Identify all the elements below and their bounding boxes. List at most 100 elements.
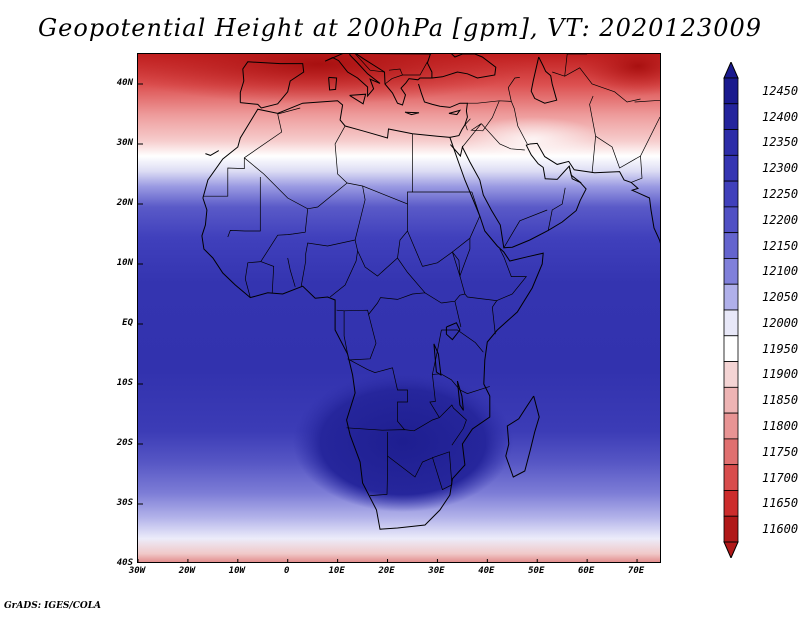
colorbar-level-label: 12200 bbox=[762, 212, 799, 227]
colorbar-swatch bbox=[723, 515, 739, 543]
lon-tick-label: 40E bbox=[478, 566, 495, 576]
lat-tick-label: 10S bbox=[116, 378, 133, 388]
colorbar-swatch bbox=[723, 386, 739, 414]
country-border bbox=[422, 251, 466, 295]
country-border bbox=[397, 257, 426, 294]
lake-victoria-coastline bbox=[445, 322, 461, 341]
country-border bbox=[287, 257, 296, 287]
country-border bbox=[397, 204, 408, 259]
country-border bbox=[481, 123, 525, 151]
country-border bbox=[429, 373, 490, 418]
country-border bbox=[630, 155, 643, 183]
lake-tanganyika-coastline bbox=[433, 343, 442, 377]
colorbar-level-label: 11600 bbox=[762, 522, 799, 537]
iran-coastline bbox=[529, 142, 660, 244]
colorbar: 12450 12400 12350 12300 12250 12200 12150 12100… bbox=[721, 60, 800, 560]
lat-tick-label: 20N bbox=[116, 198, 133, 208]
grads-credit: GrADS: IGES/COLA bbox=[4, 601, 102, 611]
country-border bbox=[260, 261, 275, 294]
country-border bbox=[336, 292, 442, 316]
southern-africa-high bbox=[293, 372, 513, 512]
lon-tick-label: 10W bbox=[228, 566, 245, 576]
colorbar-level-label: 11950 bbox=[762, 341, 799, 356]
colorbar-swatch bbox=[723, 206, 739, 234]
country-border bbox=[387, 451, 453, 485]
colorbar-level-label: 12100 bbox=[762, 264, 799, 279]
caspian-coastline bbox=[530, 56, 558, 104]
lon-tick-label: 70E bbox=[627, 566, 645, 576]
country-border bbox=[202, 157, 245, 197]
colorbar-level-label: 12150 bbox=[762, 238, 799, 253]
lake-malawi-coastline bbox=[456, 380, 464, 411]
lat-tick-label: 40S bbox=[116, 558, 133, 568]
colorbar-swatch bbox=[723, 464, 739, 491]
persian-gulf-coastline bbox=[568, 166, 582, 184]
italy-coastline bbox=[324, 54, 381, 98]
country-border bbox=[441, 293, 498, 335]
country-border bbox=[384, 74, 403, 85]
iberia-coastline bbox=[239, 61, 305, 109]
colorbar-swatch bbox=[723, 361, 739, 388]
lat-tick-label: 30S bbox=[116, 498, 133, 508]
colorbar-level-label: 11650 bbox=[762, 496, 799, 511]
country-border bbox=[347, 133, 413, 205]
country-border bbox=[552, 54, 588, 77]
country-border bbox=[347, 358, 408, 430]
black-sea-coastline bbox=[430, 54, 497, 79]
country-border bbox=[300, 239, 356, 287]
colorbar-level-label: 12400 bbox=[762, 109, 799, 124]
colorbar-level-label: 12300 bbox=[762, 161, 799, 176]
colorbar-level-label: 12350 bbox=[762, 135, 799, 150]
country-border bbox=[348, 314, 377, 361]
colorbar-level-label: 11700 bbox=[762, 470, 799, 485]
northeast-red-core bbox=[578, 54, 660, 96]
country-border bbox=[407, 230, 423, 267]
lon-tick-label: 60E bbox=[578, 566, 595, 576]
lon-tick-label: 20E bbox=[378, 566, 395, 576]
country-border bbox=[469, 191, 481, 239]
colorbar-swatch bbox=[723, 77, 739, 105]
colorbar-swatch bbox=[723, 438, 739, 466]
country-border bbox=[465, 118, 471, 131]
lon-tick-label: 30E bbox=[428, 566, 445, 576]
country-border bbox=[343, 310, 348, 355]
country-border bbox=[503, 209, 548, 248]
country-border bbox=[589, 95, 596, 173]
lon-tick-label: 20W bbox=[178, 566, 196, 576]
colorbar-swatch bbox=[723, 258, 739, 285]
colorbar-level-label: 11850 bbox=[762, 393, 799, 408]
middle-east-white-tongue bbox=[463, 117, 603, 161]
lon-tick-label: 30W bbox=[128, 566, 146, 576]
colorbar-swatches bbox=[723, 60, 739, 560]
country-border bbox=[354, 54, 385, 73]
country-border bbox=[507, 77, 520, 102]
colorbar-swatch bbox=[723, 283, 739, 311]
country-border bbox=[370, 432, 388, 496]
country-border bbox=[496, 248, 528, 301]
africa-coastline bbox=[201, 100, 544, 530]
colorbar-swatch bbox=[723, 154, 739, 182]
country-border bbox=[441, 329, 484, 353]
colorbar-level-label: 12000 bbox=[762, 315, 799, 330]
country-border bbox=[244, 113, 283, 159]
colorbar-swatch bbox=[723, 335, 739, 362]
sardinia-coastline bbox=[328, 76, 338, 91]
cyprus-coastline bbox=[448, 109, 462, 116]
country-border bbox=[634, 99, 660, 103]
country-border bbox=[244, 125, 348, 210]
madagascar-coastline bbox=[505, 395, 540, 478]
country-border bbox=[564, 67, 641, 103]
country-border bbox=[329, 250, 358, 298]
colorbar-swatch bbox=[723, 232, 739, 259]
colorbar-top-arrow bbox=[723, 60, 739, 79]
height-field-map bbox=[138, 54, 660, 562]
northern-red-core bbox=[138, 54, 528, 104]
colorbar-swatch bbox=[723, 180, 739, 208]
colorbar-level-label: 12050 bbox=[762, 290, 799, 305]
colorbar-level-label: 11800 bbox=[762, 419, 799, 433]
lon-tick-label: 0 bbox=[283, 566, 290, 576]
colorbar-swatch bbox=[723, 129, 739, 156]
colorbar-level-label: 11750 bbox=[762, 444, 799, 459]
country-border bbox=[413, 404, 467, 446]
anatolia-coastline bbox=[418, 83, 468, 138]
